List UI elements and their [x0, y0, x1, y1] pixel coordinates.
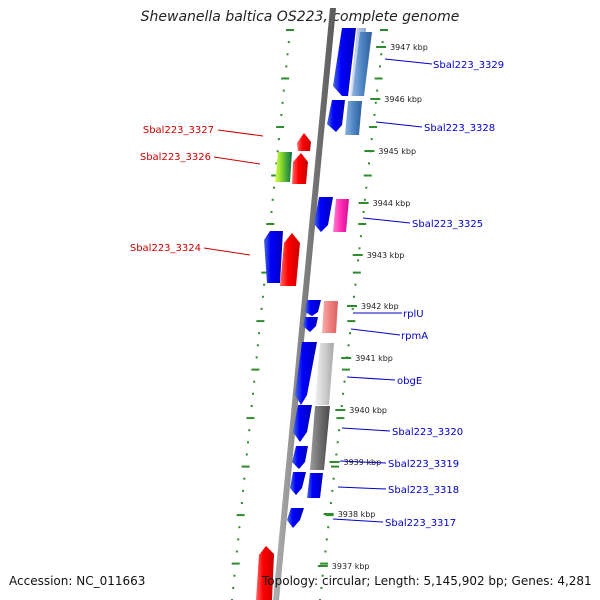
cog-bar-green	[275, 152, 292, 182]
topology-label: Topology:	[262, 574, 319, 588]
gene-label[interactable]: Sbal223_3325	[412, 219, 483, 230]
leader-line	[375, 121, 423, 128]
gene-arrow	[327, 100, 345, 132]
gene-arrow	[303, 317, 318, 332]
gene-labels-right: Sbal223_3329 Sbal223_3328 Sbal223_3325 rplU…	[332, 58, 504, 529]
gene-arrow	[307, 473, 323, 498]
gene-arrow	[292, 153, 308, 184]
topology-value: circular	[321, 574, 367, 588]
tick-label: 3944 kbp	[373, 199, 411, 208]
gene-label[interactable]: Sbal223_3317	[385, 518, 456, 529]
gene-label[interactable]: Sbal223_3318	[388, 485, 459, 496]
gene-label[interactable]: Sbal223_3319	[388, 459, 459, 470]
gene-arrow	[305, 300, 321, 316]
accession-label: Accession:	[9, 574, 73, 588]
gene-label[interactable]: Sbal223_3320	[392, 427, 463, 438]
gene-label[interactable]: Sbal223_3326	[140, 152, 211, 163]
leader-line	[341, 427, 391, 432]
outer-ring-dots-left	[231, 29, 294, 600]
leader-line	[203, 247, 251, 256]
length-label: Length:	[374, 574, 420, 588]
leader-line	[213, 156, 261, 165]
cog-bar-steel	[352, 32, 372, 96]
genes-label: Genes:	[511, 574, 554, 588]
leader-line	[337, 486, 387, 490]
leader-line	[332, 518, 384, 523]
tick-label: 3945 kbp	[378, 147, 416, 156]
gene-arrow	[287, 508, 304, 528]
gene-label[interactable]: Sbal223_3328	[424, 123, 495, 134]
gene-arrow	[314, 197, 333, 232]
gene-label[interactable]: rpmA	[401, 331, 428, 342]
gene-arrow	[292, 446, 308, 469]
gene-arrow	[256, 546, 274, 600]
cog-bar-magenta	[333, 199, 349, 232]
gene-label[interactable]: obgE	[397, 376, 422, 387]
cog-bars	[310, 28, 372, 470]
gene-arrow	[297, 133, 311, 151]
gene-label[interactable]: rplU	[403, 309, 424, 320]
gene-label[interactable]: Sbal223_3327	[143, 125, 214, 136]
map-title: Shewanella baltica OS223, complete genom…	[140, 9, 460, 25]
tick-label: 3947 kbp	[390, 43, 428, 52]
gene-label[interactable]: Sbal223_3329	[433, 60, 504, 71]
leader-line	[384, 58, 433, 65]
leader-line	[346, 376, 396, 381]
tick-label: 3943 kbp	[367, 251, 405, 260]
leader-line	[339, 460, 387, 464]
outer-ring-dots-right	[319, 29, 388, 600]
cog-bar-darkgray	[310, 406, 330, 470]
tick-label: 3946 kbp	[384, 95, 422, 104]
tick-label: 3937 kbp	[332, 562, 370, 571]
gene-arrow	[280, 233, 300, 286]
accession-info: Accession: NC_011663	[9, 574, 145, 588]
leader-line	[217, 129, 264, 137]
leader-line	[350, 328, 401, 336]
gene-arrow	[333, 28, 356, 96]
length-value: 5,145,902 bp	[423, 574, 504, 588]
gene-arrow	[290, 472, 306, 495]
gene-arrow	[295, 342, 317, 405]
gene-label[interactable]: Sbal223_3324	[130, 243, 201, 254]
genes-value: 4,281	[557, 574, 592, 588]
gene-arrow	[264, 231, 283, 283]
reverse-strand-genes	[256, 133, 311, 600]
cog-bar-steel	[345, 101, 362, 135]
accession-value: NC_011663	[76, 574, 146, 588]
genome-backbone	[273, 8, 336, 600]
tick-label: 3938 kbp	[338, 510, 376, 519]
gene-arrow	[293, 405, 312, 442]
tick-label: 3942 kbp	[361, 302, 399, 311]
cog-bar-lightgray	[315, 343, 334, 405]
leader-line	[362, 217, 411, 224]
tick-label: 3939 kbp	[344, 458, 382, 467]
kbp-ticks: 3947 kbp 3946 kbp 3945 kbp 3944 kbp 3943 kbp…	[317, 43, 428, 571]
tick-label: 3940 kbp	[349, 406, 387, 415]
tick-label: 3941 kbp	[355, 354, 393, 363]
forward-strand-genes	[264, 28, 356, 528]
cog-bar-salmon	[322, 301, 338, 333]
gene-labels-left: Sbal223_3327 Sbal223_3326 Sbal223_3324	[130, 125, 264, 256]
genome-stats: Topology: circular; Length: 5,145,902 bp…	[262, 574, 592, 588]
